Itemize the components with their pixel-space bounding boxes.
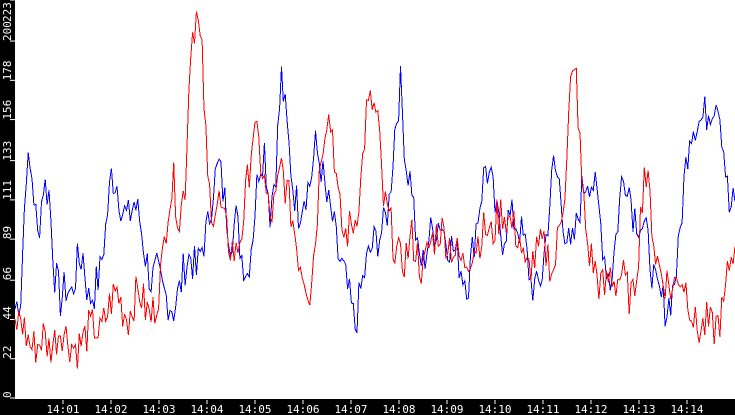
y-tick-label: 111: [1, 180, 14, 200]
x-tick-label: 14:13: [622, 403, 655, 415]
series-line-blue: [14, 65, 735, 334]
x-tick-label: 14:09: [430, 403, 463, 415]
y-tick-label: 22: [1, 345, 14, 358]
x-tick-label: 14:03: [142, 403, 175, 415]
x-tick-label: 14:11: [526, 403, 559, 415]
y-tick-label: 156: [1, 100, 14, 120]
y-tick-label: 133: [1, 141, 14, 161]
y-tick-label: 0: [1, 391, 14, 398]
series-line-red: [14, 11, 735, 369]
x-tick-label: 14:14: [670, 403, 703, 415]
x-tick-label: 14:01: [46, 403, 79, 415]
x-axis: 14:01 14:02 14:03 14:04 14:05 14:06 14:07 14:08…: [46, 400, 704, 415]
y-tick-label: 89: [1, 226, 14, 239]
y-tick-label: 200: [1, 21, 14, 41]
y-tick-label: 44: [1, 306, 14, 320]
y-tick-label: 178: [1, 60, 14, 80]
plot-area: [15, 0, 735, 399]
x-tick-label: 14:08: [382, 403, 415, 415]
x-tick-label: 14:06: [286, 403, 319, 415]
y-tick-label: 223: [1, 2, 14, 22]
x-tick-label: 14:02: [94, 403, 127, 415]
x-tick-label: 14:10: [478, 403, 511, 415]
x-tick-label: 14:07: [334, 403, 367, 415]
x-tick-label: 14:04: [190, 403, 223, 415]
x-tick-label: 14:12: [574, 403, 607, 415]
series-layer: [14, 11, 735, 369]
x-tick-label: 14:05: [238, 403, 271, 415]
y-tick-label: 66: [1, 267, 14, 280]
